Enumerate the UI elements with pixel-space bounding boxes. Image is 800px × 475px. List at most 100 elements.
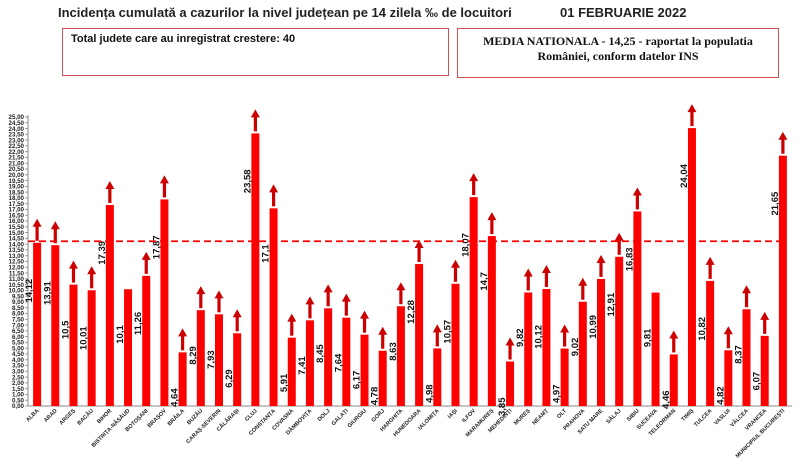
y-tick-label: 11,00 <box>9 276 25 283</box>
increase-arrow-shaft <box>690 111 694 127</box>
value-label: 8,63 <box>388 342 399 361</box>
y-tick-label: 21,00 <box>9 160 25 167</box>
bar <box>451 283 460 406</box>
bar <box>269 208 278 406</box>
value-label: 10,57 <box>442 320 453 344</box>
bar <box>378 350 387 406</box>
increase-arrow-shaft <box>744 292 749 308</box>
increase-arrow-head <box>396 282 406 291</box>
increase-arrow-head <box>214 290 224 299</box>
increase-arrow-head <box>178 328 188 337</box>
category-label: GIURGIU <box>347 408 368 429</box>
bar <box>51 245 60 406</box>
y-tick-label: 1,50 <box>12 386 25 393</box>
category-label: ILFOV <box>461 408 477 424</box>
bar <box>597 278 605 406</box>
increase-arrow-head <box>341 293 351 302</box>
y-tick-label: 23,50 <box>9 132 25 139</box>
increase-arrow-shaft <box>617 239 621 255</box>
report-date: 01 FEBRUARIE 2022 <box>560 5 687 20</box>
value-label: 12,91 <box>606 292 617 316</box>
value-label: 10,1 <box>115 325 126 344</box>
increase-arrow-shaft <box>672 337 676 353</box>
value-label: 23,58 <box>242 169 253 193</box>
bar <box>178 352 187 406</box>
increase-arrow-shaft <box>435 331 439 347</box>
value-label: 10,12 <box>533 325 544 349</box>
bar <box>360 334 369 406</box>
y-tick-label: 9,50 <box>12 293 25 300</box>
bar <box>105 204 114 406</box>
increase-arrow-head <box>87 266 97 275</box>
increase-arrow-shaft <box>581 284 585 300</box>
bar <box>69 284 78 406</box>
value-label: 7,41 <box>297 356 308 375</box>
y-tick-label: 3,50 <box>12 363 25 370</box>
category-label: BRAȘOV <box>147 408 168 429</box>
value-label: 5,91 <box>279 373 290 392</box>
increase-arrow-head <box>760 311 770 320</box>
increase-arrow-head <box>742 285 752 294</box>
bar <box>560 348 569 406</box>
value-label: 8,29 <box>188 346 199 365</box>
increase-arrow-shaft <box>763 318 767 334</box>
increase-arrow-shaft <box>144 258 148 274</box>
bar <box>251 133 260 406</box>
value-label: 7,93 <box>206 350 217 369</box>
value-label: 10,01 <box>79 326 90 350</box>
increase-arrow-head <box>269 184 279 193</box>
category-label: NEAMȚ <box>532 408 551 427</box>
increase-arrow-head <box>250 109 260 118</box>
y-tick-label: 19,50 <box>9 178 25 185</box>
increase-arrow-shaft <box>35 225 39 241</box>
increase-arrow-shaft <box>308 303 312 319</box>
increase-arrow-head <box>360 310 370 319</box>
y-tick-label: 11,50 <box>9 270 25 277</box>
category-label: SIBIU <box>626 408 641 423</box>
value-label: 12,28 <box>406 300 417 324</box>
y-tick-label: 14,00 <box>9 241 25 248</box>
bar <box>687 128 696 406</box>
increase-arrow-shaft <box>362 317 367 333</box>
y-tick-label: 21,50 <box>9 155 25 162</box>
increase-arrow-head <box>378 326 388 335</box>
y-tick-label: 20,00 <box>9 172 25 179</box>
bar <box>724 350 733 406</box>
increase-arrow-shaft <box>526 275 530 291</box>
y-tick-label: 22,00 <box>9 149 25 156</box>
category-label: BUZĂU <box>185 407 204 426</box>
increase-arrow-shaft <box>344 300 348 316</box>
increase-arrow-shaft <box>108 187 112 203</box>
y-tick-label: 6,00 <box>12 334 25 341</box>
increase-arrow-shaft <box>599 261 603 277</box>
increase-arrow-shaft <box>417 247 421 263</box>
value-label: 8,37 <box>734 345 745 364</box>
value-label: 17,39 <box>97 241 108 265</box>
y-tick-label: 23,00 <box>9 137 25 144</box>
y-tick-label: 20,50 <box>9 166 25 173</box>
y-tick-label: 13,00 <box>9 253 25 260</box>
bar <box>415 264 424 406</box>
y-tick-label: 1,00 <box>12 392 25 399</box>
value-label: 6,29 <box>224 369 235 388</box>
value-label: 9,81 <box>643 328 654 347</box>
y-tick-label: 22,50 <box>9 143 25 150</box>
value-label: 11,26 <box>133 312 144 335</box>
increase-counties-text: Total judete care au inregistrat crester… <box>71 33 296 45</box>
increase-arrow-shaft <box>453 266 458 282</box>
value-label: 18,07 <box>461 233 472 257</box>
value-label: 4,98 <box>424 384 435 403</box>
increase-arrow-head <box>32 218 42 227</box>
increase-arrow-shaft <box>326 291 330 307</box>
bar <box>396 306 405 406</box>
category-label: TIMIȘ <box>681 408 696 423</box>
increase-arrow-head <box>487 212 497 221</box>
increase-arrow-shaft <box>217 297 221 313</box>
increase-arrow-head <box>414 240 424 249</box>
bar <box>233 333 242 406</box>
increase-arrow-shaft <box>490 219 494 235</box>
y-tick-label: 4,00 <box>12 357 25 364</box>
category-label: GORJ <box>371 408 386 423</box>
bar <box>524 292 533 406</box>
bar <box>542 289 551 406</box>
